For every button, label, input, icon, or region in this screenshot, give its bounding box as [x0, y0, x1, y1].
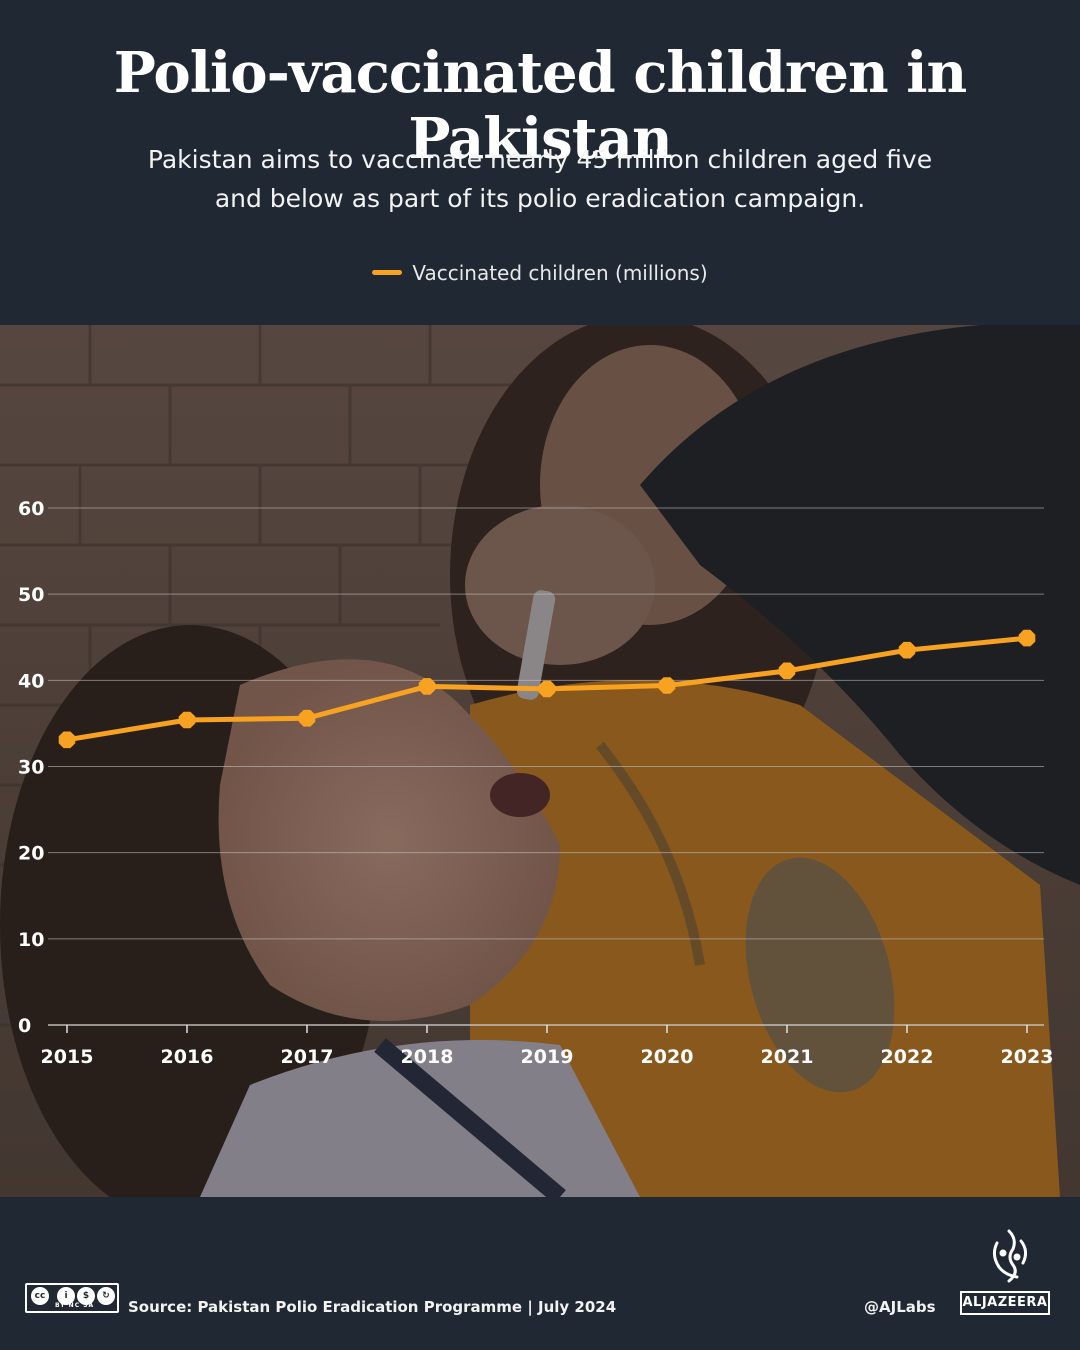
x-tick-label: 2018 [401, 1046, 454, 1068]
x-tick-label: 2022 [881, 1046, 934, 1068]
data-point-2015 [58, 731, 76, 749]
nc-icon: $ [77, 1287, 95, 1305]
y-tick-label: 50 [18, 584, 44, 606]
data-point-2019 [538, 680, 556, 698]
cc-labels: BY NC SA [55, 1302, 95, 1309]
background-photo [0, 325, 1080, 1197]
creative-commons-badge: cc i $ ↻ BY NC SA [25, 1283, 119, 1313]
photo-illustration [0, 325, 1080, 1197]
social-handle: @AJLabs [864, 1298, 936, 1316]
header: Polio-vaccinated children in Pakistan Pa… [0, 0, 1080, 325]
x-tick-label: 2017 [281, 1046, 334, 1068]
aljazeera-wordmark: ALJAZEERA [960, 1291, 1050, 1315]
data-point-2022 [898, 641, 916, 659]
y-tick-label: 20 [18, 843, 44, 865]
data-point-2016 [178, 711, 196, 729]
data-point-2023 [1018, 629, 1036, 647]
subtitle-line-1: Pakistan aims to vaccinate nearly 45 mil… [147, 145, 933, 174]
y-tick-label: 30 [18, 757, 44, 779]
x-tick-label: 2019 [521, 1046, 574, 1068]
series-markers [58, 629, 1036, 749]
chart-legend: Vaccinated children (millions) [0, 261, 1080, 285]
x-tick-label: 2015 [41, 1046, 94, 1068]
data-point-2018 [418, 678, 436, 695]
footer: cc i $ ↻ BY NC SA Source: Pakistan Polio… [0, 1197, 1080, 1350]
x-tick-label: 2023 [1001, 1046, 1054, 1068]
data-point-2021 [778, 662, 796, 680]
data-point-2017 [298, 709, 316, 727]
subtitle-line-2: and below as part of its polio eradicati… [214, 184, 866, 213]
x-tick-label: 2020 [641, 1046, 694, 1068]
legend-label: Vaccinated children (millions) [412, 261, 708, 285]
x-tick-label: 2016 [161, 1046, 214, 1068]
gridlines [48, 507, 1044, 1026]
subtitle: Pakistan aims to vaccinate nearly 45 mil… [140, 140, 940, 218]
y-tick-label: 60 [18, 498, 44, 520]
legend-swatch [372, 270, 403, 275]
x-tick-label: 2021 [761, 1046, 814, 1068]
y-tick-label: 0 [18, 1015, 31, 1037]
data-point-2020 [658, 677, 676, 694]
y-tick-label: 10 [18, 929, 44, 951]
y-tick-label: 40 [18, 670, 44, 692]
y-axis-ticks: 0 10 20 30 40 50 60 [18, 498, 44, 1037]
by-icon: i [57, 1287, 75, 1305]
aljazeera-logo-icon [992, 1229, 1028, 1283]
page-title: Polio-vaccinated children in Pakistan [113, 40, 967, 172]
source-line: Source: Pakistan Polio Eradication Progr… [128, 1298, 617, 1316]
x-axis-ticks: 2015 2016 2017 2018 2019 2020 2021 2022 2023 [41, 1025, 1054, 1068]
cc-icon: cc [31, 1287, 49, 1305]
sa-icon: ↻ [97, 1287, 115, 1305]
